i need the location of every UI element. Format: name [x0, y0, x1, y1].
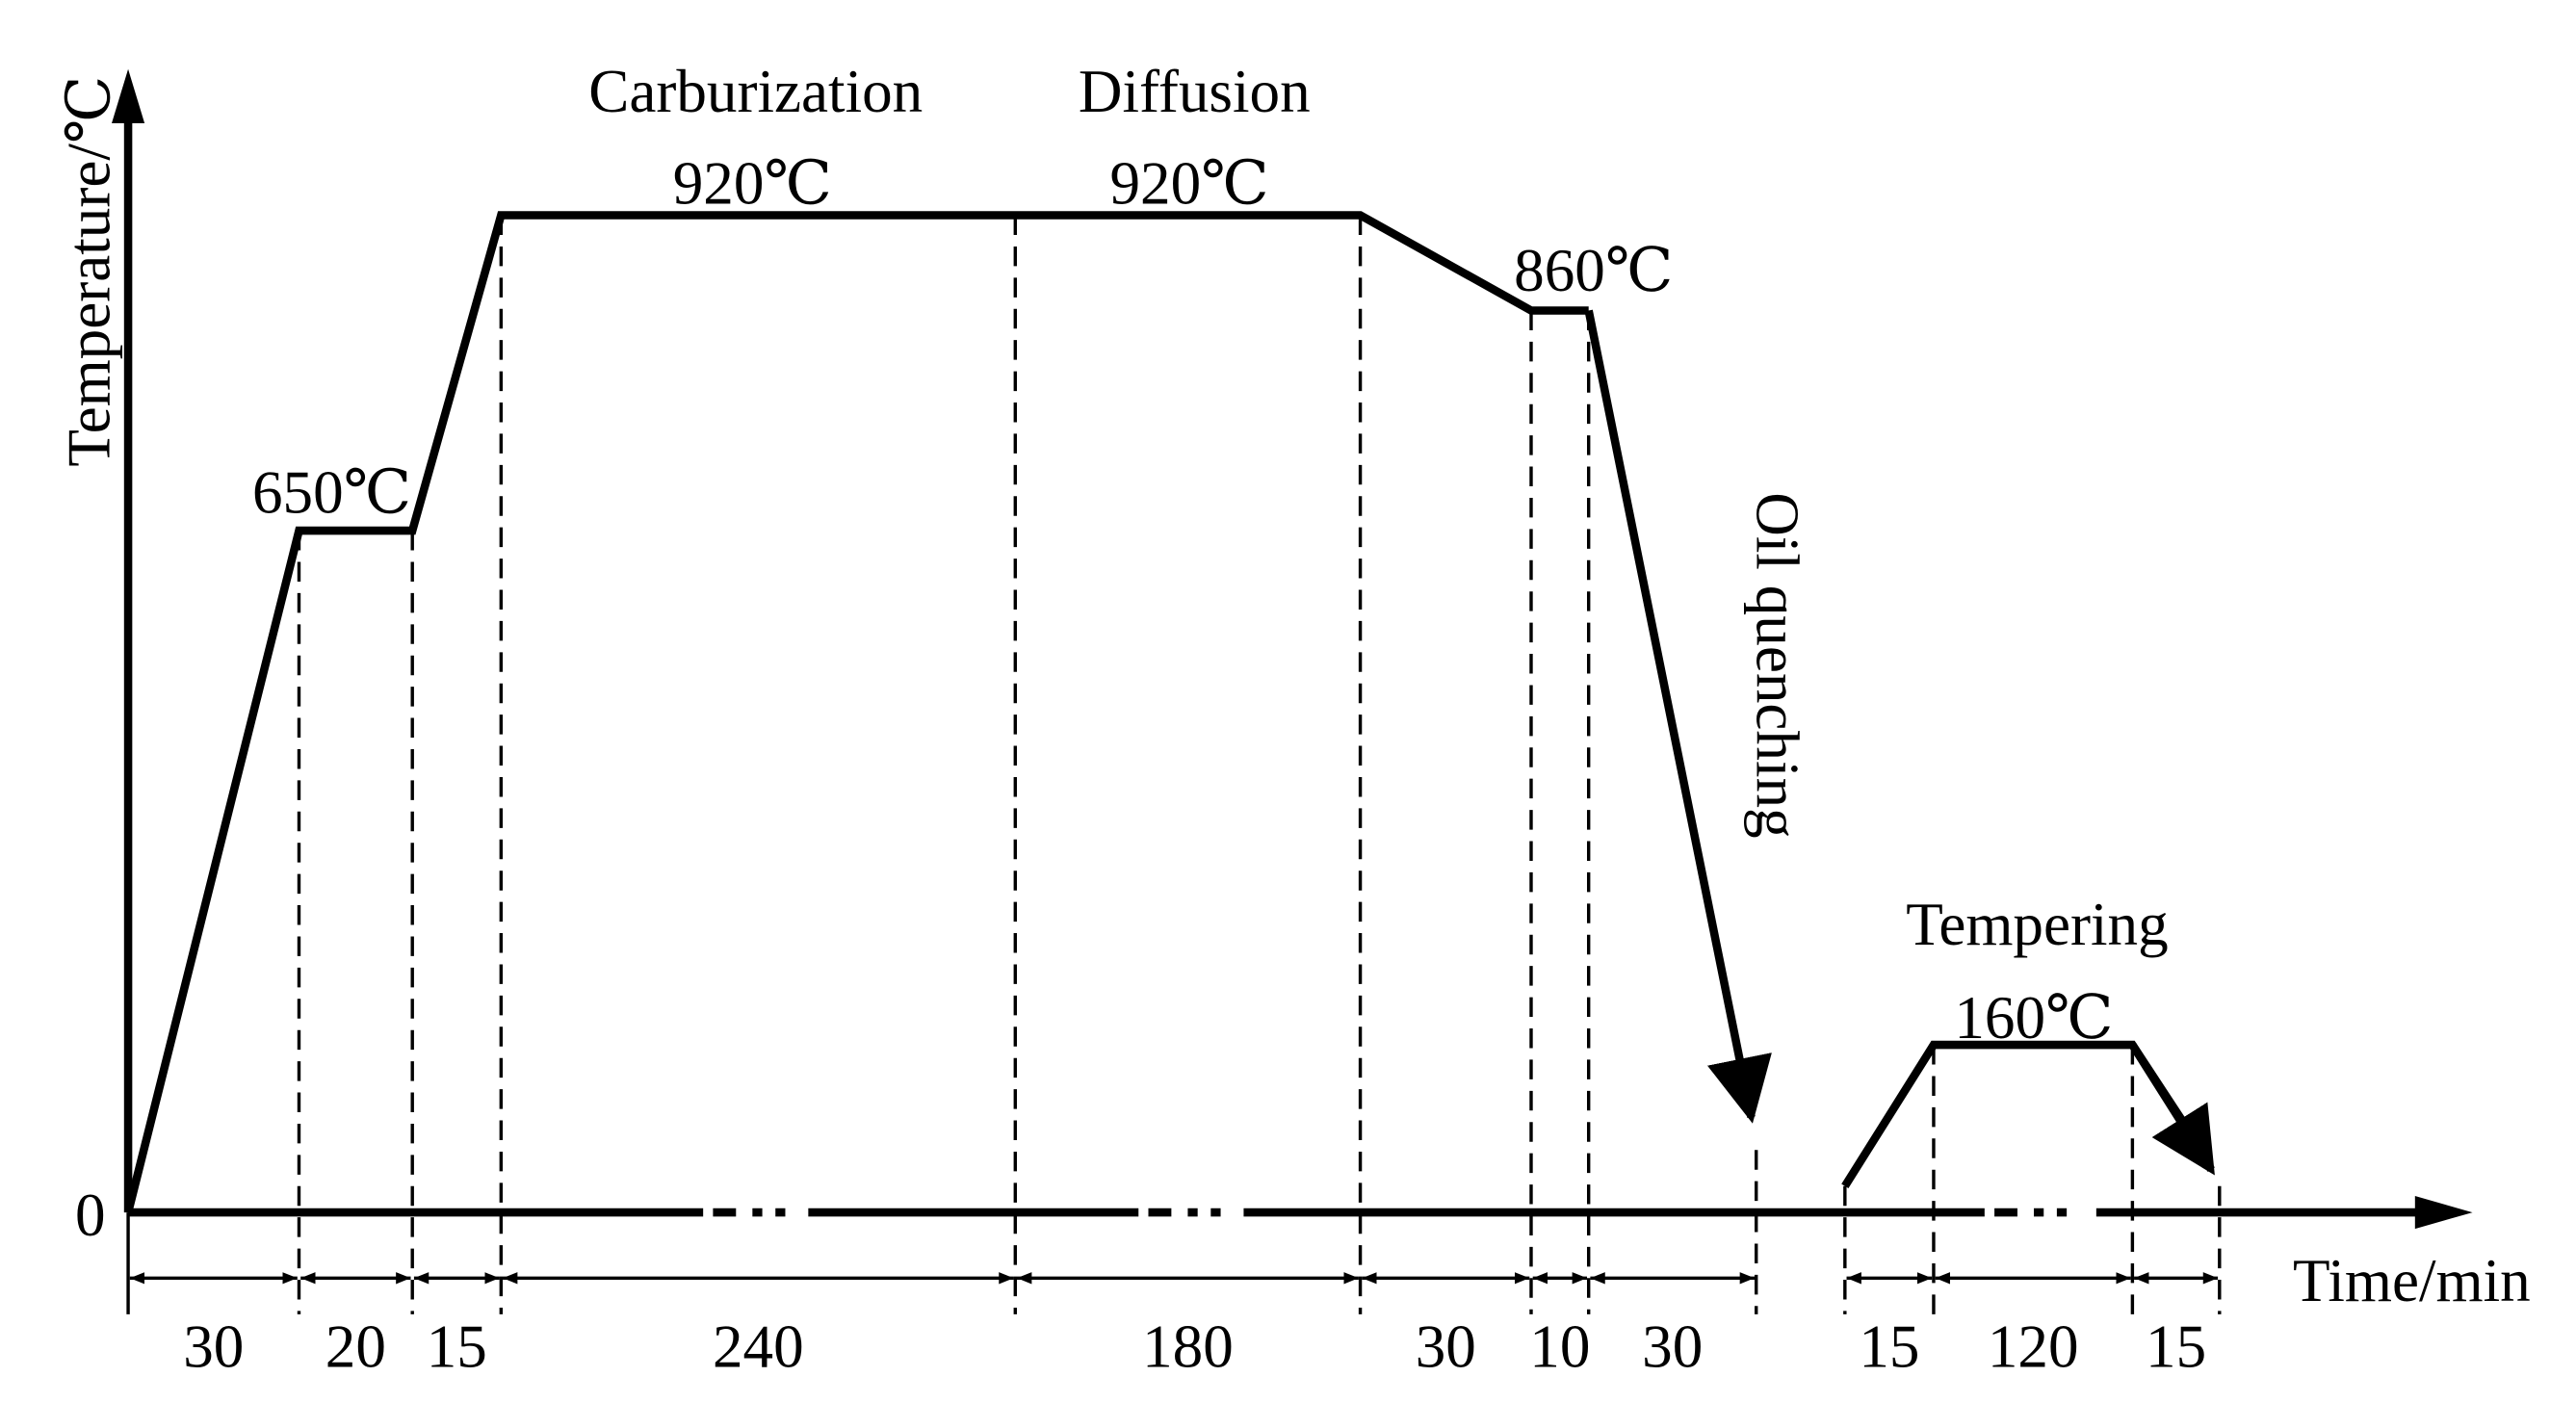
duration-label: 20 [325, 1312, 386, 1380]
duration-label: 15 [1859, 1312, 1919, 1380]
origin-label: 0 [75, 1182, 106, 1249]
x-axis-arrow [2414, 1196, 2473, 1230]
duration-label: 180 [1142, 1312, 1234, 1380]
stage-label: Diffusion [1079, 58, 1311, 125]
duration-label: 30 [1416, 1312, 1476, 1380]
duration-label: 10 [1529, 1312, 1590, 1380]
y-axis-arrow [112, 68, 145, 123]
temperature-label: 650℃ [252, 458, 411, 526]
temperature-label: 920℃ [673, 150, 832, 218]
duration-label: 120 [1988, 1312, 2079, 1380]
stage-label: Carburization [588, 58, 923, 125]
tempering-arrow [2128, 1042, 2215, 1176]
duration-label: 15 [427, 1312, 487, 1380]
temperature-label: 160℃ [1954, 984, 2113, 1052]
process-curve [123, 211, 1589, 1214]
x-axis-label: Time/min [2293, 1247, 2531, 1314]
duration-label: 15 [2146, 1312, 2206, 1380]
duration-label: 240 [713, 1312, 804, 1380]
stage-label: Tempering [1906, 891, 2168, 958]
duration-label: 30 [183, 1312, 244, 1380]
duration-label: 30 [1642, 1312, 1703, 1380]
temperature-label: 920℃ [1110, 150, 1269, 218]
temperature-label: 860℃ [1514, 237, 1673, 304]
quench-arrow [1584, 309, 1772, 1124]
stage-label: Oil quenching [1744, 492, 1811, 838]
guide-line [297, 215, 2222, 1314]
y-axis-label: Temperature/℃ [55, 75, 122, 466]
